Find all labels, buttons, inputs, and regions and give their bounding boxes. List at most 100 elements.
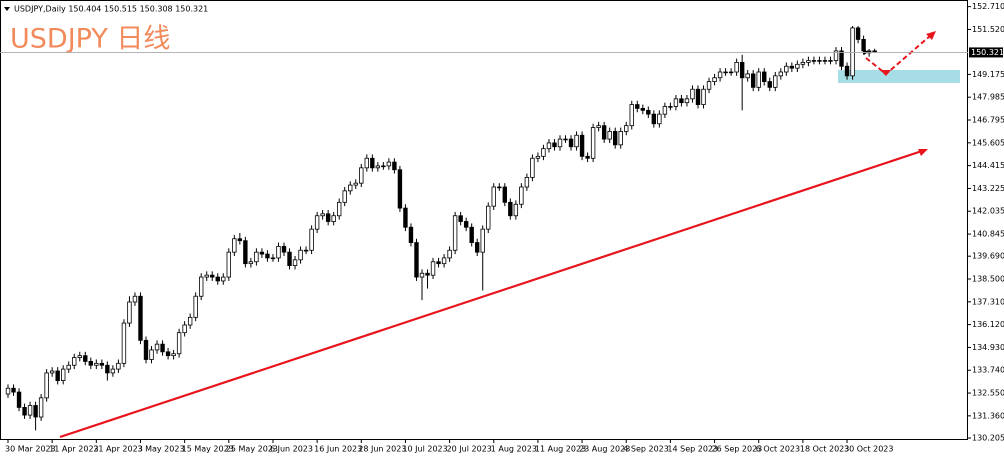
- candle-body: [629, 104, 634, 127]
- x-tick-label: 30 Mar 2023: [5, 445, 56, 454]
- candle-body: [298, 249, 303, 261]
- y-tick-label: 133.740: [972, 366, 1004, 375]
- candle-body: [839, 50, 844, 67]
- x-tick-label: 16 Jun 2023: [314, 445, 362, 454]
- y-tick-label: 140.845: [972, 230, 1004, 239]
- candle-body: [806, 60, 811, 63]
- candle-body: [530, 157, 535, 178]
- candle-body: [33, 405, 38, 418]
- candle-body: [364, 157, 369, 169]
- candle-body: [154, 343, 160, 351]
- candle-body: [668, 106, 673, 108]
- x-tick-label: 26 Sep 2023: [712, 445, 763, 454]
- candle-body: [55, 370, 60, 381]
- candle-body: [673, 98, 679, 107]
- y-tick-label: 152.710: [972, 2, 1004, 11]
- y-tick-label: 145.605: [972, 138, 1004, 147]
- x-tick-label: 11 Aug 2023: [535, 445, 586, 454]
- candle-body: [800, 62, 806, 65]
- candle-body: [541, 148, 546, 157]
- candle-body: [855, 27, 861, 40]
- candle-body: [502, 186, 507, 203]
- y-tick-label: 147.985: [972, 93, 1004, 102]
- candle-body: [463, 221, 469, 228]
- candle-body: [491, 186, 496, 207]
- candle-body: [215, 276, 220, 282]
- candle-body: [546, 142, 552, 150]
- candle-body: [204, 274, 209, 278]
- candle-body: [784, 65, 789, 73]
- candle-body: [331, 215, 336, 222]
- candle-body: [248, 261, 254, 265]
- candle-body: [579, 134, 585, 157]
- candle-body: [773, 75, 778, 88]
- candle-body: [469, 226, 474, 243]
- trend-line: [59, 149, 923, 439]
- candle-body: [160, 343, 165, 353]
- x-tick-label: 28 Jun 2023: [358, 445, 406, 454]
- candle-body: [734, 62, 739, 73]
- candle-body: [497, 186, 502, 189]
- candle-body: [176, 332, 182, 355]
- y-tick-label: 151.520: [972, 25, 1004, 34]
- candle-body: [712, 77, 717, 82]
- candle-body: [563, 138, 568, 141]
- x-tick-label: 20 Jul 2023: [447, 445, 492, 454]
- candle-body: [303, 249, 309, 252]
- candle-body: [381, 165, 386, 168]
- candle-body: [49, 370, 55, 374]
- candle-body: [38, 397, 44, 418]
- candle-body: [789, 65, 795, 69]
- candle-body: [436, 261, 441, 265]
- candle-body: [314, 215, 320, 230]
- candle-body: [61, 368, 66, 381]
- candle-body: [121, 322, 127, 364]
- y-tick-label: 136.120: [972, 320, 1004, 329]
- candle-body: [171, 353, 176, 357]
- candle-body: [585, 155, 590, 159]
- candle-body: [452, 215, 458, 251]
- candle-body: [662, 106, 668, 115]
- x-tick-label: 18 Oct 2023: [800, 445, 849, 454]
- candle-body: [165, 351, 171, 357]
- candle-body: [701, 88, 706, 105]
- candle-body: [187, 316, 193, 326]
- candle-body: [795, 63, 800, 69]
- x-tick-label: 23 Aug 2023: [579, 445, 630, 454]
- candle-body: [44, 372, 49, 399]
- candle-body: [375, 165, 381, 169]
- candle-body: [138, 295, 143, 341]
- current-price-box: [969, 47, 1003, 58]
- candle-body: [817, 60, 822, 62]
- arrow-head: [918, 149, 928, 156]
- candle-body: [695, 88, 701, 105]
- x-tick-label: 6 Jun 2023: [270, 445, 313, 454]
- candle-body: [624, 125, 629, 132]
- candle-body: [745, 73, 750, 79]
- candle-body: [403, 207, 408, 228]
- x-tick-label: 4 Sep 2023: [623, 445, 669, 454]
- x-tick-label: 14 Sep 2023: [667, 445, 718, 454]
- candle-body: [601, 125, 607, 140]
- candle-body: [72, 357, 77, 366]
- x-tick-label: 30 Oct 2023: [844, 445, 893, 454]
- candle-body: [5, 387, 11, 395]
- candle-body: [640, 108, 645, 111]
- candle-body: [342, 190, 347, 203]
- candle-body: [270, 257, 276, 260]
- candle-body: [22, 407, 27, 416]
- y-tick-label: 134.930: [972, 343, 1004, 352]
- candle-body: [679, 98, 684, 104]
- candle-body: [706, 81, 712, 90]
- candle-body: [762, 71, 767, 82]
- candle-body: [861, 39, 866, 52]
- candle-body: [474, 242, 480, 253]
- candle-body: [105, 364, 110, 374]
- candle-body: [596, 125, 601, 128]
- x-tick-label: 21 Apr 2023: [93, 445, 142, 454]
- candle-body: [535, 155, 541, 159]
- candle-body: [198, 276, 204, 297]
- candle-body: [265, 253, 270, 259]
